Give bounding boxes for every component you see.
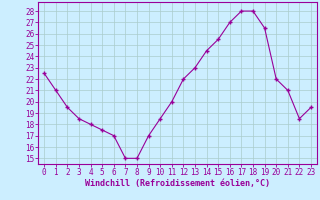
X-axis label: Windchill (Refroidissement éolien,°C): Windchill (Refroidissement éolien,°C) [85,179,270,188]
